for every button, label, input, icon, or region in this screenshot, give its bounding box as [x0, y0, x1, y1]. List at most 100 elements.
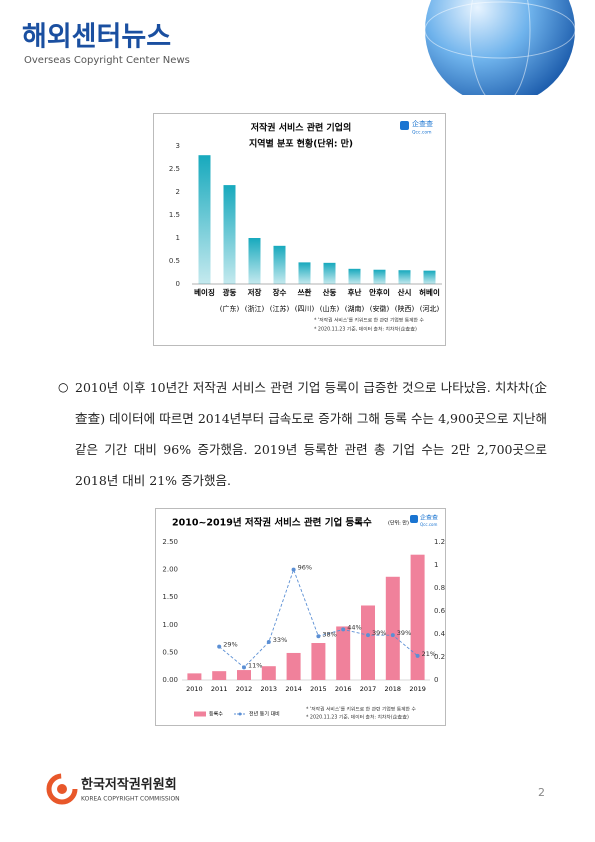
footer-logo: 한국저작권위원회 KOREA COPYRIGHT COMMISSION: [46, 773, 180, 805]
x-tick-label: 2014: [285, 685, 302, 693]
tick-label: 0: [176, 280, 180, 288]
chart: 2010~2019년 저작권 서비스 관련 기업 등록수 (단위: 만) 企查查Qc…: [155, 508, 446, 726]
globe: [425, 0, 575, 95]
data-label: 44%: [347, 623, 361, 631]
x-tick-label: 2012: [236, 685, 253, 693]
bar: [348, 268, 361, 284]
chart-subtitle: 지역별 분포 현황(단위: 만): [249, 138, 353, 150]
x-tick-label: 2011: [211, 685, 228, 693]
tick-label: 2.5: [169, 165, 180, 173]
tick-label: 1.50: [162, 593, 178, 601]
x-sub-label: (湖南): [345, 304, 365, 313]
chart-title: 2010~2019년 저작권 서비스 관련 기업 등록수: [172, 517, 372, 529]
x-tick-label: 후난: [348, 287, 362, 297]
x-sub-label: (安徽): [370, 304, 390, 313]
x-tick-label: 2017: [360, 685, 377, 693]
point: [341, 627, 346, 632]
tick-label: 1.5: [169, 211, 180, 219]
data-label: 21%: [422, 650, 436, 658]
legend-swatch: [238, 712, 242, 716]
logo-icon: [410, 515, 418, 523]
header: 해외센터뉴스 Overseas Copyright Center News: [22, 0, 576, 95]
x-tick-label: 2013: [261, 685, 278, 693]
x-tick-label: 저장: [248, 287, 262, 297]
header-title: 해외센터뉴스: [22, 22, 171, 53]
bar: [237, 670, 251, 680]
x-tick-label: 2010: [186, 685, 203, 693]
tick-label: 1: [176, 234, 180, 242]
org-name: 한국저작권위원회: [81, 777, 177, 793]
tick-label: 1.2: [434, 538, 445, 546]
chart-title: 저작권 서비스 관련 기업의: [251, 122, 351, 134]
x-tick-label: 쓰촨: [298, 287, 312, 297]
x-tick-label: 장수: [273, 287, 287, 297]
bar: [398, 270, 411, 284]
legend-label: 전년 동기 대비: [249, 711, 280, 718]
x-sub-label: (陕西): [395, 304, 415, 313]
tick-label: 0.00: [162, 676, 178, 684]
note: * '저작권 서비스'를 키워드로 한 관련 기업명 통계한 수: [306, 706, 416, 713]
tick-label: 0.5: [169, 257, 180, 265]
globe-line: [469, 0, 531, 95]
data-label: 96%: [298, 564, 312, 572]
point: [390, 633, 395, 638]
org-name-en: KOREA COPYRIGHT COMMISSION: [81, 796, 180, 803]
x-tick-label: 2016: [335, 685, 352, 693]
logo-icon: [400, 121, 409, 130]
x-sub-label: (四川): [295, 305, 315, 313]
bar: [361, 605, 375, 680]
bar: [198, 155, 211, 284]
logo-mark: [46, 773, 78, 805]
chart-unit: (단위: 만): [388, 520, 409, 527]
header-subtitle: Overseas Copyright Center News: [24, 55, 190, 66]
logo-name: 企查查: [412, 119, 433, 128]
bar: [273, 245, 286, 284]
x-tick-label: 광둥: [223, 287, 237, 297]
bar: [212, 671, 227, 680]
bar: [323, 262, 336, 284]
x-sub-label: (江苏): [270, 304, 290, 313]
point: [316, 634, 321, 639]
legend-swatch: [194, 711, 206, 717]
bar: [223, 185, 236, 284]
bullet: ○: [58, 380, 69, 394]
bar: [385, 576, 400, 680]
logo-mark: [57, 784, 67, 794]
bar: [261, 666, 276, 680]
tick-label: 1: [434, 561, 438, 569]
x-sub-label: (广东): [220, 304, 240, 313]
tick-label: 2.00: [162, 566, 178, 574]
x-tick-label: 산시: [398, 287, 412, 297]
point: [217, 644, 222, 649]
legend-label: 등록수: [209, 712, 223, 718]
globe-line: [424, 1, 576, 59]
point: [266, 640, 271, 645]
bar: [410, 554, 425, 680]
bar: [187, 673, 202, 680]
bar: [373, 269, 386, 284]
bar: [286, 652, 301, 680]
tick-label: 3: [176, 142, 180, 150]
data-label: 38%: [322, 630, 336, 638]
x-tick-label: 2015: [310, 685, 327, 693]
data-label: 39%: [397, 629, 411, 637]
point: [291, 567, 296, 572]
point: [415, 653, 420, 658]
x-tick-label: 허베이: [419, 287, 440, 297]
note: * 2020.11.23 기준, 데이터 출처: 치차차(企查查): [314, 326, 417, 333]
logo-name: 企查查: [420, 514, 438, 522]
point: [242, 665, 246, 670]
bar: [298, 262, 311, 284]
tick-label: 0.8: [434, 584, 445, 592]
x-tick-label: 2019: [409, 685, 426, 693]
data-label: 33%: [273, 636, 287, 644]
x-tick-label: 안후이: [369, 287, 390, 297]
tick-label: 0.50: [162, 648, 178, 656]
tick-label: 0: [434, 676, 438, 684]
tick-label: 2.50: [162, 538, 178, 546]
x-tick-label: 산둥: [323, 287, 337, 297]
x-tick-label: 2018: [385, 685, 402, 693]
note: * '저작권 서비스'를 키워드로 한 관련 기업명 통계한 수: [314, 317, 424, 324]
